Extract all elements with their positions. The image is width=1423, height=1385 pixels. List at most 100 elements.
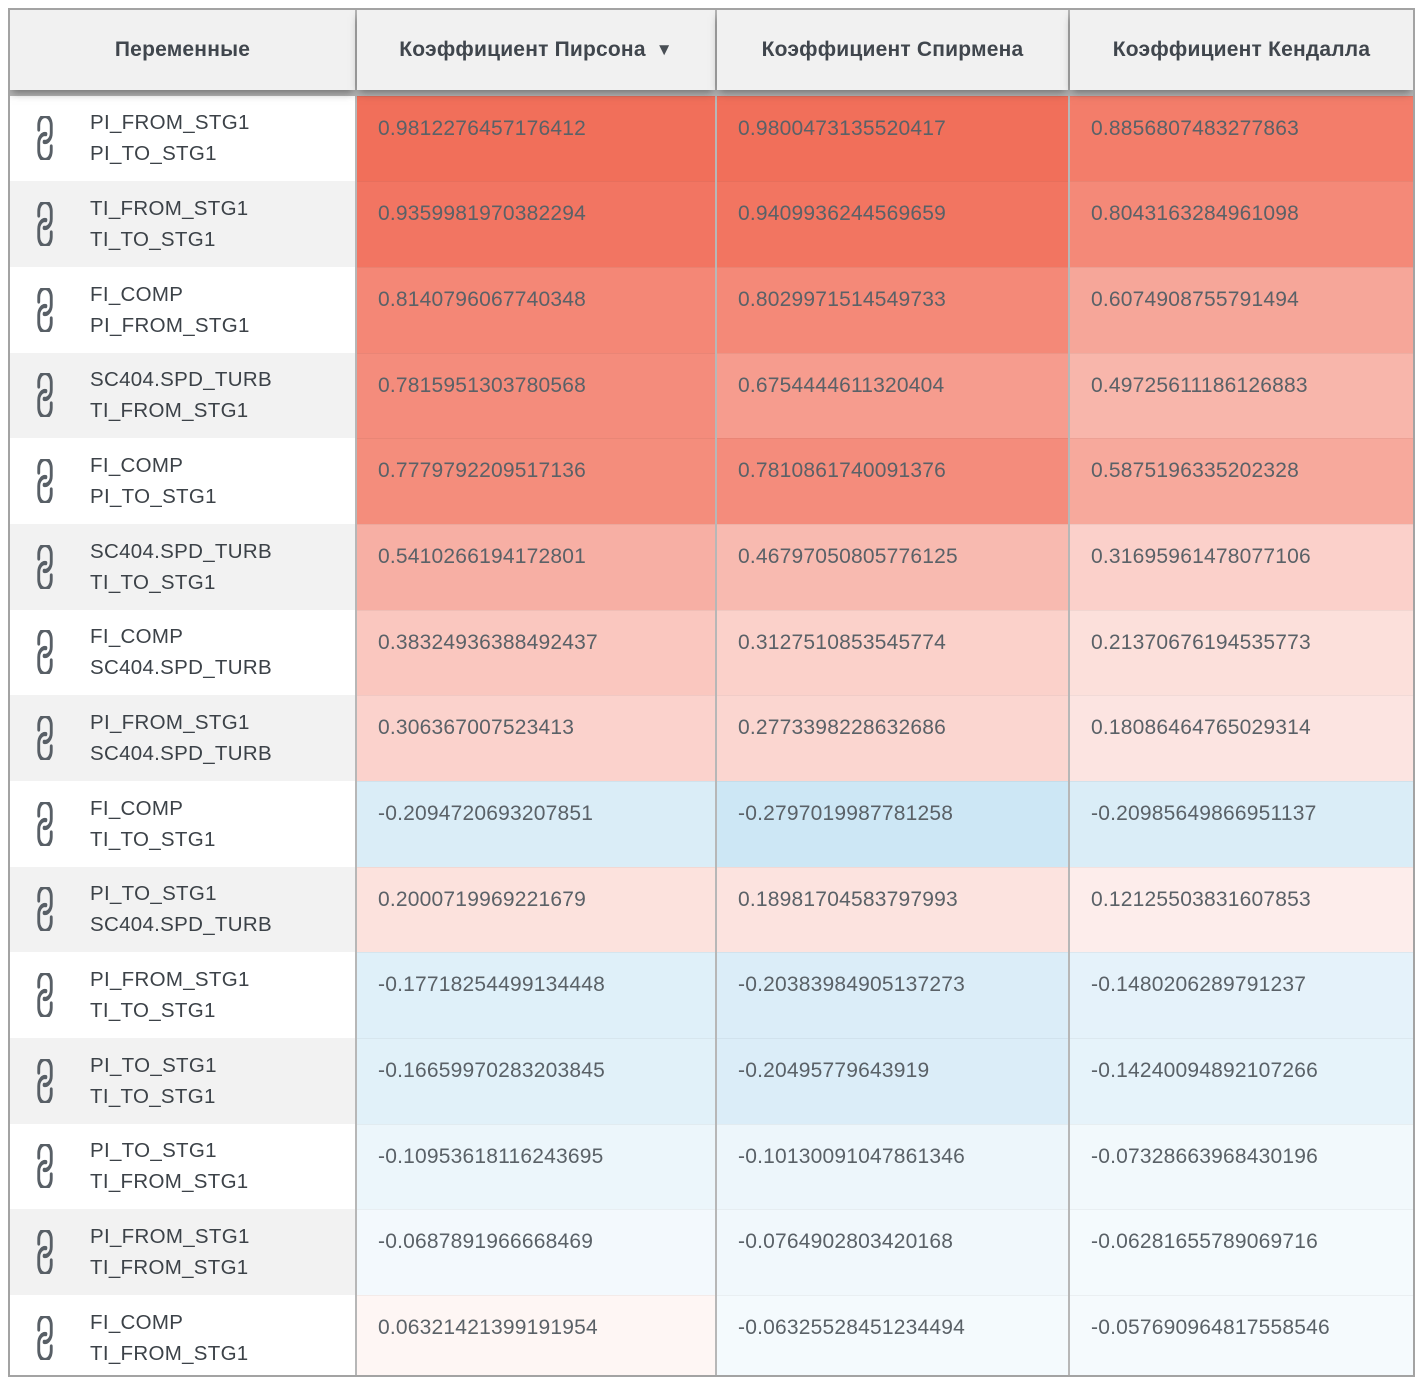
pearson-value-cell: -0.2094720693207851: [357, 780, 715, 867]
variable-pair-cell: FI_COMP TI_TO_STG1: [10, 780, 355, 867]
variable-pair: PI_TO_STG1 SC404.SPD_TURB: [90, 878, 272, 940]
spearman-value-cell: 0.9409936244569659: [717, 181, 1068, 267]
variable-pair-cell: PI_TO_STG1 TI_TO_STG1: [10, 1037, 355, 1124]
link-icon[interactable]: [30, 1058, 64, 1103]
variable-pair: FI_COMP TI_FROM_STG1: [90, 1307, 249, 1369]
column-header-spearman[interactable]: Коэффициент Спирмена: [717, 10, 1068, 90]
variable-pair: PI_TO_STG1 TI_FROM_STG1: [90, 1135, 249, 1197]
kendall-value-cell: 0.49725611186126883: [1070, 352, 1413, 439]
kendall-value-cell: 0.21370676194535773: [1070, 609, 1413, 696]
link-icon[interactable]: [30, 1230, 64, 1275]
variable-pair: SC404.SPD_TURB TI_FROM_STG1: [90, 364, 272, 426]
variable-name-1: PI_TO_STG1: [90, 882, 217, 906]
column-header-label: Коэффициент Спирмена: [761, 38, 1024, 61]
link-icon[interactable]: [30, 887, 64, 932]
kendall-value-cell: -0.06281655789069716: [1070, 1209, 1413, 1295]
kendall-value-cell: -0.057690964817558546: [1070, 1294, 1413, 1375]
variable-name-2: PI_FROM_STG1: [90, 313, 250, 337]
spearman-value-cell: 0.46797050805776125: [717, 523, 1068, 610]
variable-name-2: TI_TO_STG1: [90, 999, 216, 1023]
link-icon[interactable]: [30, 630, 64, 675]
correlation-table: Переменные Коэффициент Пирсона ▼ Коэффиц…: [8, 8, 1415, 1377]
link-icon[interactable]: [30, 116, 64, 161]
variable-name-2: PI_TO_STG1: [90, 485, 217, 509]
variable-pair-cell: TI_FROM_STG1 TI_TO_STG1: [10, 181, 355, 267]
variable-pair: PI_FROM_STG1 TI_FROM_STG1: [90, 1221, 250, 1283]
spearman-value-cell: -0.20495779643919: [717, 1037, 1068, 1124]
pearson-value-cell: 0.306367007523413: [357, 695, 715, 781]
variable-pair: PI_FROM_STG1 SC404.SPD_TURB: [90, 707, 272, 769]
kendall-value-cell: 0.31695961478077106: [1070, 523, 1413, 610]
variable-name-1: PI_FROM_STG1: [90, 711, 250, 735]
variable-name-2: TI_FROM_STG1: [90, 1170, 249, 1194]
pearson-value-cell: 0.9359981970382294: [357, 181, 715, 267]
pearson-value-cell: 0.38324936388492437: [357, 609, 715, 696]
variable-pair: TI_FROM_STG1 TI_TO_STG1: [90, 193, 249, 255]
variable-name-1: PI_FROM_STG1: [90, 1225, 250, 1249]
kendall-value-cell: -0.14240094892107266: [1070, 1037, 1413, 1124]
column-header-pearson[interactable]: Коэффициент Пирсона ▼: [357, 10, 715, 90]
link-icon[interactable]: [30, 373, 64, 418]
link-icon[interactable]: [30, 801, 64, 846]
spearman-value-cell: -0.20383984905137273: [717, 952, 1068, 1038]
spearman-value-cell: -0.06325528451234494: [717, 1294, 1068, 1375]
variable-name-2: TI_FROM_STG1: [90, 1341, 249, 1365]
variable-pair: FI_COMP PI_TO_STG1: [90, 450, 217, 512]
variable-pair: FI_COMP PI_FROM_STG1: [90, 279, 250, 341]
pearson-value-cell: 0.2000719969221679: [357, 866, 715, 953]
variable-pair-cell: PI_TO_STG1 TI_FROM_STG1: [10, 1123, 355, 1210]
spearman-value-cell: 0.9800473135520417: [717, 95, 1068, 182]
variable-name-1: PI_TO_STG1: [90, 1053, 217, 1077]
variable-pair: PI_FROM_STG1 TI_TO_STG1: [90, 964, 250, 1026]
kendall-value-cell: 0.6074908755791494: [1070, 266, 1413, 353]
link-icon[interactable]: [30, 1144, 64, 1189]
spearman-value-cell: -0.10130091047861346: [717, 1123, 1068, 1210]
variable-name-2: TI_FROM_STG1: [90, 1256, 249, 1280]
variable-name-2: TI_TO_STG1: [90, 570, 216, 594]
variable-name-1: FI_COMP: [90, 796, 184, 820]
pearson-value-cell: -0.0687891966668469: [357, 1209, 715, 1295]
variable-name-1: PI_FROM_STG1: [90, 111, 250, 135]
variable-name-1: FI_COMP: [90, 1310, 184, 1334]
variable-pair-cell: SC404.SPD_TURB TI_TO_STG1: [10, 523, 355, 610]
variable-pair: FI_COMP SC404.SPD_TURB: [90, 621, 272, 683]
spearman-value-cell: 0.6754444611320404: [717, 352, 1068, 439]
variable-name-1: FI_COMP: [90, 454, 184, 478]
link-icon[interactable]: [30, 544, 64, 589]
variable-pair-cell: PI_FROM_STG1 PI_TO_STG1: [10, 95, 355, 182]
pearson-value-cell: 0.8140796067740348: [357, 266, 715, 353]
spearman-value-cell: -0.2797019987781258: [717, 780, 1068, 867]
variable-pair-cell: FI_COMP SC404.SPD_TURB: [10, 609, 355, 696]
column-header-label: Коэффициент Пирсона: [399, 38, 646, 61]
kendall-value-cell: -0.20985649866951137: [1070, 780, 1413, 867]
link-icon[interactable]: [30, 287, 64, 332]
kendall-value-cell: 0.12125503831607853: [1070, 866, 1413, 953]
variable-name-2: TI_TO_STG1: [90, 827, 216, 851]
link-icon[interactable]: [30, 202, 64, 247]
link-icon[interactable]: [30, 1315, 64, 1360]
spearman-value-cell: 0.18981704583797993: [717, 866, 1068, 953]
link-icon[interactable]: [30, 973, 64, 1018]
kendall-value-cell: -0.1480206289791237: [1070, 952, 1413, 1038]
variable-pair-cell: PI_TO_STG1 SC404.SPD_TURB: [10, 866, 355, 953]
variable-pair-cell: PI_FROM_STG1 SC404.SPD_TURB: [10, 695, 355, 781]
variable-pair-cell: FI_COMP PI_FROM_STG1: [10, 266, 355, 353]
variable-name-1: FI_COMP: [90, 625, 184, 649]
spearman-value-cell: 0.8029971514549733: [717, 266, 1068, 353]
link-icon[interactable]: [30, 716, 64, 761]
kendall-value-cell: 0.5875196335202328: [1070, 438, 1413, 524]
kendall-value-cell: -0.07328663968430196: [1070, 1123, 1413, 1210]
variable-pair: PI_FROM_STG1 PI_TO_STG1: [90, 107, 250, 169]
variable-name-2: TI_TO_STG1: [90, 228, 216, 252]
pearson-value-cell: 0.9812276457176412: [357, 95, 715, 182]
variable-pair-cell: PI_FROM_STG1 TI_FROM_STG1: [10, 1209, 355, 1295]
pearson-value-cell: 0.7779792209517136: [357, 438, 715, 524]
variable-name-1: PI_TO_STG1: [90, 1139, 217, 1163]
variable-name-2: SC404.SPD_TURB: [90, 656, 272, 680]
link-icon[interactable]: [30, 459, 64, 504]
column-header-kendall[interactable]: Коэффициент Кендалла: [1070, 10, 1413, 90]
column-header-variables[interactable]: Переменные: [10, 10, 355, 90]
variable-name-1: SC404.SPD_TURB: [90, 368, 272, 392]
column-header-label: Коэффициент Кендалла: [1112, 38, 1371, 61]
spearman-value-cell: 0.3127510853545774: [717, 609, 1068, 696]
